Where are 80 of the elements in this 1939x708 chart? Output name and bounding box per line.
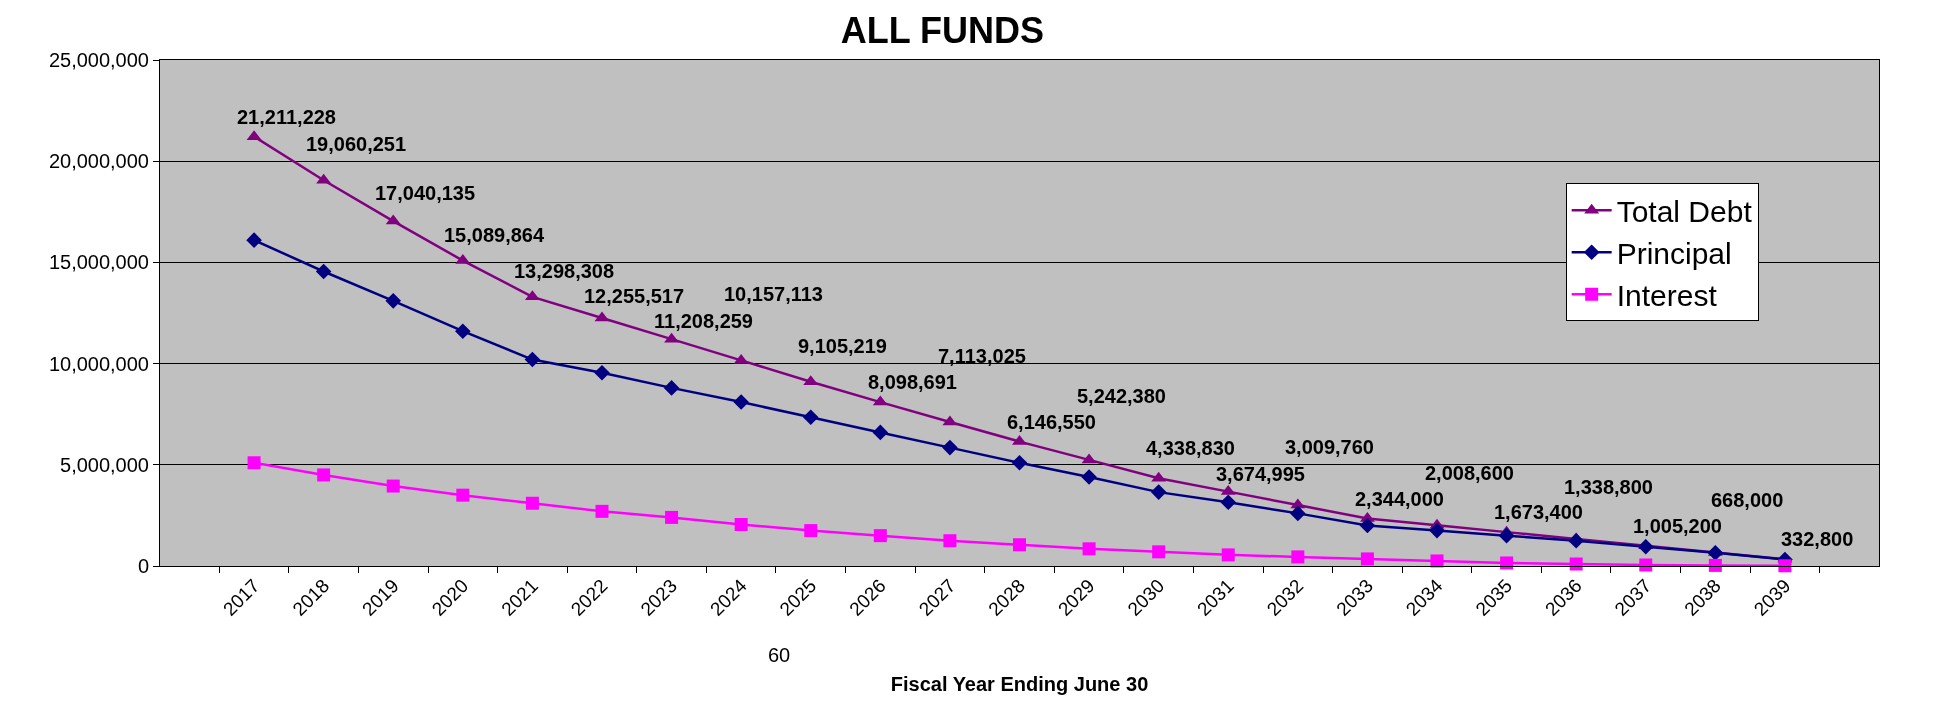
data-label: 332,800 <box>1781 528 1854 550</box>
point <box>873 529 887 543</box>
data-label: 4,338,830 <box>1146 437 1235 459</box>
point <box>1290 505 1306 522</box>
point <box>1778 559 1792 573</box>
y-tick-label: 10,000,000 <box>48 352 149 375</box>
data-label: 19,060,251 <box>306 133 407 155</box>
point <box>1082 542 1096 556</box>
data-label: 3,674,995 <box>1216 463 1305 485</box>
point <box>524 351 541 368</box>
y-tick-label: 0 <box>137 555 149 577</box>
point <box>802 409 819 426</box>
point <box>665 510 679 524</box>
point <box>1291 550 1305 564</box>
point <box>1707 545 1724 561</box>
point <box>386 479 400 493</box>
y-tick-label: 20,000,000 <box>48 150 149 173</box>
point <box>595 504 609 518</box>
point <box>1429 522 1445 539</box>
point <box>1430 554 1444 568</box>
legend-label: Total Debt <box>1616 194 1753 228</box>
point <box>1220 494 1237 511</box>
data-label: 1,005,200 <box>1633 515 1722 537</box>
point <box>1639 558 1653 572</box>
x-axis-title: Fiscal Year Ending June 30 <box>890 673 1149 696</box>
point <box>455 323 471 340</box>
point <box>385 293 402 309</box>
point <box>733 394 749 410</box>
data-label: 17,040,135 <box>375 182 476 204</box>
point <box>1150 484 1167 500</box>
legend-label: Interest <box>1616 278 1718 312</box>
point <box>1498 527 1515 544</box>
point <box>594 364 610 381</box>
point <box>1569 557 1583 571</box>
y-tick-label: 5,000,000 <box>60 453 149 476</box>
point <box>315 263 332 280</box>
data-label: 1,673,400 <box>1494 501 1583 523</box>
point <box>872 424 889 441</box>
y-tick-label: 25,000,000 <box>48 49 149 71</box>
data-label: 7,113,025 <box>938 345 1026 367</box>
point <box>1013 538 1026 552</box>
point <box>1081 469 1097 485</box>
point <box>734 518 748 532</box>
data-label: 15,089,864 <box>444 224 545 246</box>
point <box>942 439 958 456</box>
data-label: 668,000 <box>1711 489 1784 511</box>
chart-title: ALL FUNDS <box>840 9 1045 51</box>
point <box>1637 538 1654 555</box>
point <box>1568 532 1584 549</box>
point <box>246 232 262 248</box>
point <box>943 534 957 548</box>
data-label: 11,208,259 <box>654 310 753 332</box>
point <box>317 468 331 482</box>
legend-label: Principal <box>1616 236 1732 270</box>
point <box>1221 548 1235 562</box>
data-label: 8,098,691 <box>868 371 957 393</box>
data-label: 2,008,600 <box>1425 462 1514 484</box>
data-label: 9,105,219 <box>798 335 887 357</box>
point <box>663 380 680 396</box>
data-label: 1,338,800 <box>1564 476 1653 498</box>
point <box>525 496 539 510</box>
data-label: 21,211,228 <box>237 106 336 128</box>
data-label: 10,157,113 <box>724 283 823 305</box>
point <box>456 488 470 502</box>
point <box>1152 545 1166 559</box>
text: 60 <box>768 644 791 666</box>
point <box>1360 552 1374 566</box>
data-label: 5,242,380 <box>1077 385 1166 407</box>
data-label: 13,298,308 <box>514 260 615 282</box>
point <box>804 524 818 538</box>
data-label: 3,009,760 <box>1285 436 1374 458</box>
point <box>1359 517 1376 534</box>
y-tick-label: 15,000,000 <box>48 251 149 274</box>
point <box>247 456 261 470</box>
data-label: 2,344,000 <box>1355 488 1444 510</box>
data-label: 6,146,550 <box>1007 411 1096 433</box>
point <box>1011 454 1028 471</box>
point <box>1708 558 1722 572</box>
point <box>1500 556 1514 570</box>
data-label: 12,255,517 <box>584 285 685 307</box>
